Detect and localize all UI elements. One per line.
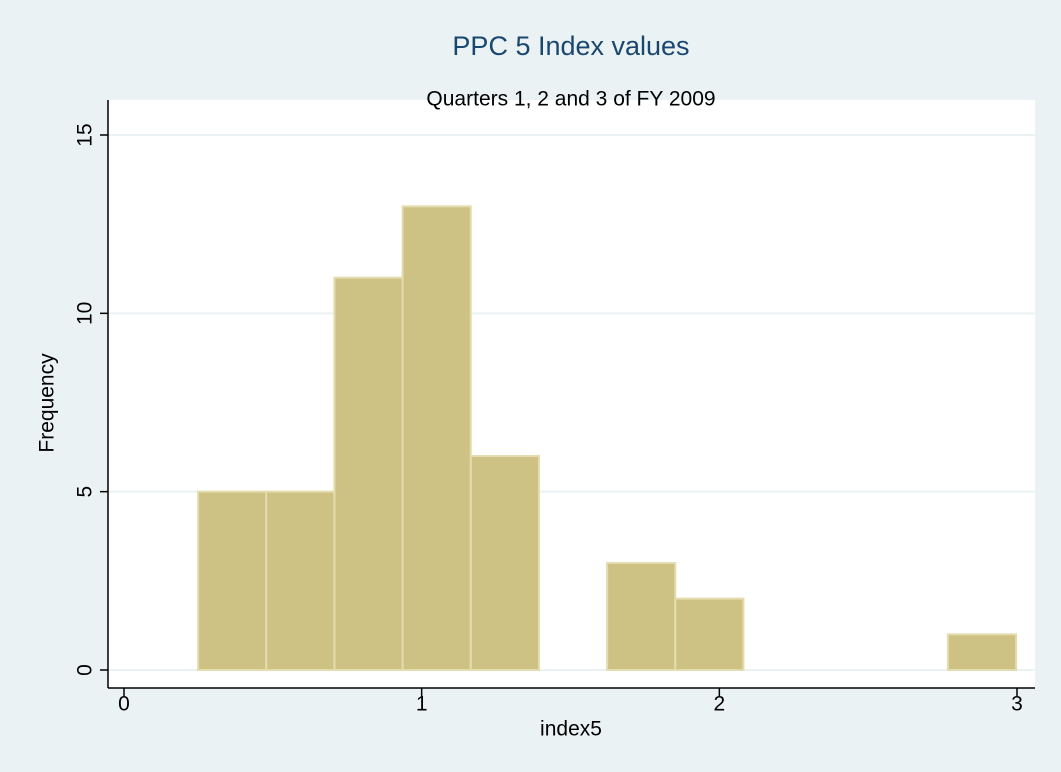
bar bbox=[401, 205, 472, 671]
y-tick-label: 0 bbox=[74, 664, 97, 676]
x-tick-label: 2 bbox=[713, 693, 725, 716]
y-axis-label: Frequency bbox=[36, 353, 59, 453]
bar bbox=[333, 276, 404, 671]
chart-subtitle: Quarters 1, 2 and 3 of FY 2009 bbox=[426, 88, 715, 111]
bar bbox=[946, 633, 1018, 671]
y-tick-label: 5 bbox=[74, 486, 97, 498]
x-tick-label: 0 bbox=[118, 693, 130, 716]
bar bbox=[674, 597, 745, 672]
x-tick-label: 1 bbox=[416, 693, 428, 716]
y-tick-label: 10 bbox=[74, 302, 97, 325]
x-axis-label: index5 bbox=[540, 718, 602, 741]
bar bbox=[469, 455, 540, 671]
x-tick-label: 3 bbox=[1011, 693, 1023, 716]
y-tick-label: 15 bbox=[74, 123, 97, 146]
bar bbox=[606, 562, 677, 671]
chart-title: PPC 5 Index values bbox=[452, 31, 689, 61]
bar bbox=[197, 490, 268, 671]
bar bbox=[265, 490, 336, 671]
